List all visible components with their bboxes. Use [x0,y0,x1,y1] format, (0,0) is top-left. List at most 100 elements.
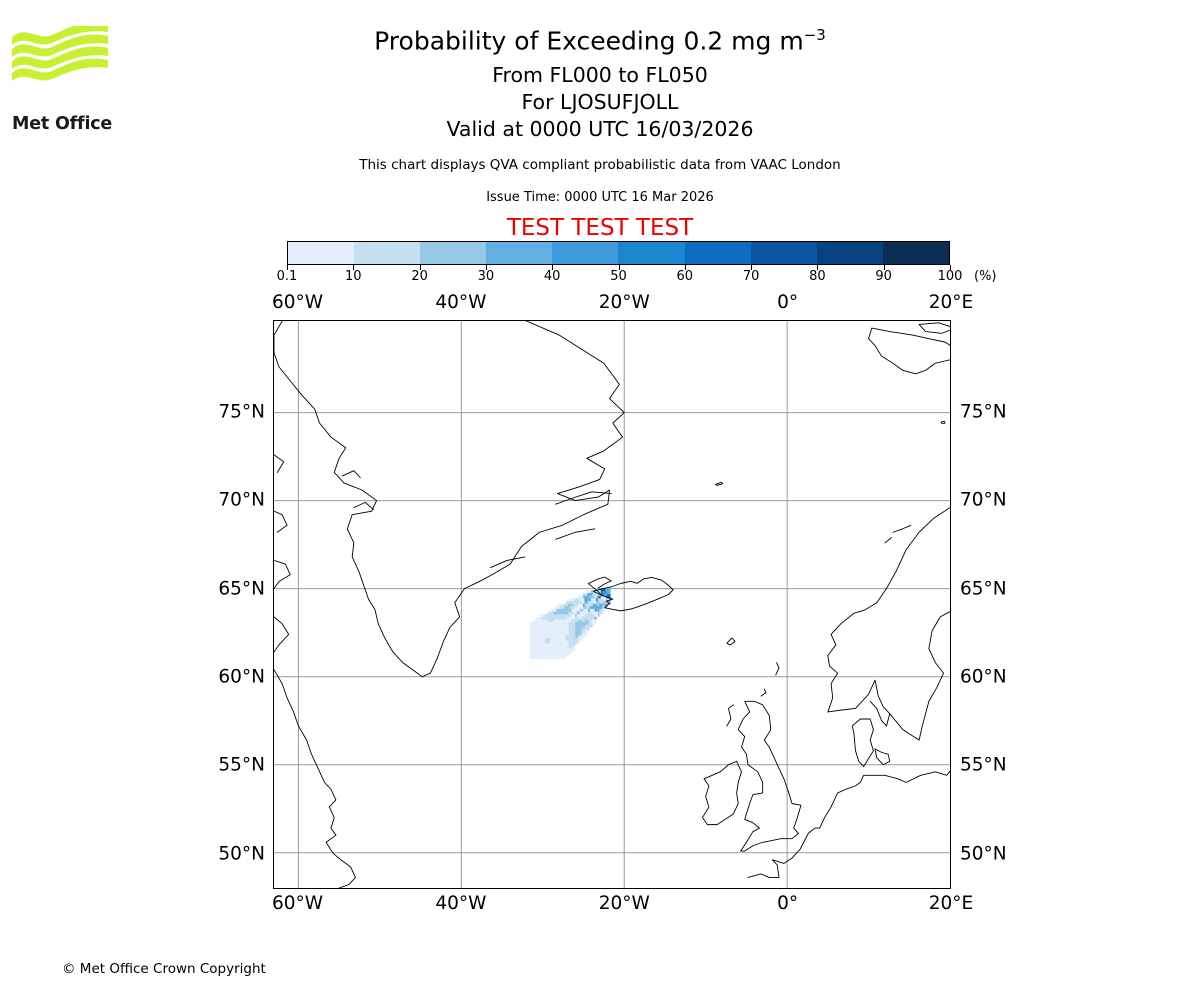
ash-probability-cell [535,622,541,628]
coastline [274,560,291,590]
coastline [325,834,356,888]
coastline [737,700,802,852]
ash-probability-cell [589,614,595,620]
ash-probability-cell [570,624,576,631]
ash-probability-cell [533,645,539,652]
ash-probability-cell [579,611,585,617]
ash-probability-cell [545,648,551,654]
latitude-label-right: 60°N [960,666,1007,688]
ash-probability-cell [555,643,561,649]
ash-probability-cell [560,632,566,638]
ash-probability-cell [600,600,606,607]
longitude-label-bottom: 60°W [271,893,324,914]
map-frame [273,320,951,889]
ash-probability-cell [540,653,546,660]
ash-probability-cell [595,590,601,596]
ash-probability-cell [566,643,572,649]
ash-probability-cell [592,593,598,599]
colorbar-tick [684,265,686,270]
ash-probability-cell [558,645,564,652]
ash-probability-cell [540,632,546,638]
colorbar-tick-labels: 0.1 10 20 30 40 50 60 70 80 90 100 [0,269,1200,287]
coastline [819,770,950,829]
coastline [555,528,596,540]
coastline [701,760,742,826]
ash-probability-cell [570,640,576,646]
ash-probability-cell [550,632,556,638]
ash-probability-cell [583,608,589,615]
coastline [274,321,625,678]
ash-probability-cell [560,637,566,644]
ash-probability-cell [566,616,572,623]
ash-probability-cell [576,635,582,641]
flight-level-line: From FL000 to FL050 [492,63,708,87]
colorbar-tick [419,265,421,270]
latitude-label-left: 75°N [218,401,265,423]
ash-probability-cell [566,637,572,644]
map-container[interactable] [273,320,951,889]
colorbar-tick-label: 10 [345,269,362,284]
qva-note-line: This chart displays QVA compliant probab… [359,157,841,173]
colorbar-tick [950,265,951,270]
ash-probability-cell [587,593,593,599]
ash-probability-cell [563,624,569,631]
ash-probability-cell [545,643,551,649]
ash-probability-cell [563,651,569,657]
coastline [587,576,612,597]
longitude-label-bottom: 20°E [928,893,974,914]
ash-probability-cell [540,637,546,644]
coastline [747,859,780,878]
logo-waves-icon [12,26,108,81]
ash-probability-cell [574,598,580,604]
ash-probability-cell [590,590,596,596]
colorbar-tick-label: 80 [809,269,826,284]
coastline [775,662,780,676]
colorbar-band-0 [288,242,355,264]
colorbar-tick [287,265,288,270]
ash-probability-cell [579,632,585,638]
ash-probability-cell [556,608,562,615]
ash-probability-cell [566,627,572,633]
longitude-label-bottom: 0° [777,893,799,914]
colorbar-tick [751,265,753,270]
coastline [555,491,612,505]
ash-probability-cell [578,603,584,609]
ash-probability-cell [579,598,585,604]
ash-probability-cell [573,616,579,623]
ash-probability-cell [570,630,576,636]
ash-probability-cell [563,619,569,625]
ash-probability-cell [591,603,597,609]
ash-probability-cell [555,648,561,654]
ash-probability-cell [566,608,572,615]
ash-probability-cell [586,622,592,628]
ash-probability-cell [576,630,582,636]
ash-probability-cell [576,619,582,625]
ash-probability-cell [574,606,580,612]
colorbar-tick [485,265,487,270]
ash-probability-cell [550,622,556,628]
ash-probability-cell [586,616,592,623]
colorbar-tick-label: 70 [742,269,760,284]
volcano-name-line: For LJOSUFJOLL [521,90,679,114]
ash-probability-cell [540,643,546,649]
ash-probability-cell [545,653,551,660]
latitude-label-right: 65°N [960,578,1007,600]
ash-probability-cell [582,593,588,599]
ash-probability-cell [563,640,569,646]
colorbar-tick [353,265,355,270]
colorbar-tick-label: 40 [543,269,561,284]
colorbar-band-6 [684,242,751,264]
ash-probability-cell [529,648,536,654]
ash-probability-cell [570,619,576,625]
coastline [592,576,674,612]
ash-probability-cell [529,653,536,660]
ash-plume-layer [529,587,611,660]
ash-probability-cell [529,632,536,638]
colorbar-band-1 [354,242,421,264]
colorbar-tick [883,265,885,270]
latitude-labels-right: 75°N 70°N 65°N 60°N 55°N 50°N [960,0,1200,1000]
ash-probability-cell [535,648,541,654]
coastline [726,704,734,727]
ash-probability-cell [535,632,541,638]
latitude-label-left: 50°N [218,843,265,865]
